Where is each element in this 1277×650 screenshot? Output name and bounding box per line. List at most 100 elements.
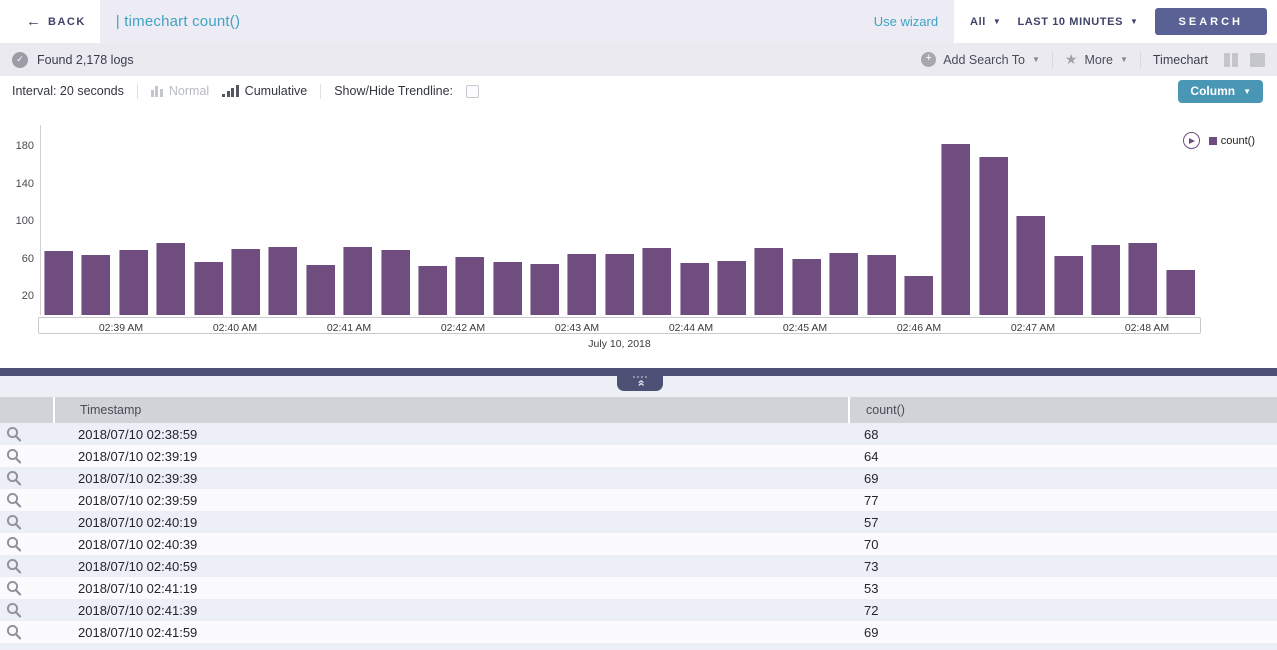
table-row[interactable]: 2018/07/10 02:39:39 69	[0, 467, 1277, 489]
table-row[interactable]: 2018/07/10 02:41:19 53	[0, 577, 1277, 599]
add-search-to-button[interactable]: + Add Search To ▼	[921, 52, 1040, 67]
timechart: 180 140 100 60 20 02:39 AM 02:40 AM 02:41 AM 02…	[0, 106, 1277, 368]
count-cell: 64	[864, 448, 879, 464]
panel-divider: »	[0, 368, 1277, 391]
legend-item[interactable]: count()	[1208, 135, 1255, 147]
timestamp-cell: 2018/07/10 02:39:19	[78, 448, 198, 464]
divider	[320, 83, 322, 99]
table-row[interactable]: 2018/07/10 02:39:19 64	[0, 445, 1277, 467]
inspect-log-button[interactable]	[0, 602, 53, 618]
query-input-box[interactable]: | timechart count() Use wizard	[99, 0, 955, 43]
bar[interactable]	[1090, 245, 1120, 315]
bar[interactable]	[343, 247, 373, 315]
normal-mode-button[interactable]: Normal	[150, 84, 209, 98]
bar[interactable]	[118, 250, 148, 315]
magnifier-icon	[6, 602, 22, 618]
scope-dropdown[interactable]: All ▼	[970, 16, 1001, 28]
bar[interactable]	[829, 253, 859, 315]
bar[interactable]	[268, 247, 298, 315]
table-row[interactable]: 2018/07/10 02:40:19 57	[0, 511, 1277, 533]
chart-type-label: Column	[1190, 84, 1236, 98]
table-row[interactable]: 2018/07/10 02:38:59 68	[0, 423, 1277, 445]
query-input[interactable]: | timechart count()	[115, 13, 241, 30]
y-tick-label: 20	[21, 290, 34, 303]
back-label: BACK	[48, 15, 86, 28]
table-row[interactable]: 2018/07/10 02:41:39 72	[0, 599, 1277, 621]
bar[interactable]	[193, 262, 223, 315]
table-row[interactable]: 2018/07/10 02:39:59 77	[0, 489, 1277, 511]
inspect-log-button[interactable]	[0, 624, 53, 640]
timestamp-cell: 2018/07/10 02:40:19	[78, 514, 198, 530]
bar[interactable]	[81, 255, 111, 315]
x-tick-label: 02:43 AM	[554, 322, 600, 334]
bar-chart-icon	[150, 85, 163, 97]
table-row[interactable]: 2018/07/10 02:41:59 69	[0, 621, 1277, 643]
bar[interactable]	[978, 157, 1008, 315]
bar[interactable]	[417, 266, 447, 315]
cumulative-mode-label: Cumulative	[244, 84, 308, 98]
trendline-label: Show/Hide Trendline:	[334, 84, 454, 98]
bar[interactable]	[1165, 270, 1195, 315]
timestamp-cell: 2018/07/10 02:41:39	[78, 602, 198, 618]
count-cell: 69	[864, 470, 879, 486]
bar[interactable]	[791, 259, 821, 315]
bar[interactable]	[156, 243, 186, 315]
ascending-bars-icon	[222, 85, 239, 97]
bar[interactable]	[380, 250, 410, 315]
count-column-header[interactable]: count()	[850, 397, 1277, 423]
bar[interactable]	[305, 265, 335, 315]
bar[interactable]	[44, 251, 73, 315]
bar[interactable]	[492, 262, 522, 315]
inspect-log-button[interactable]	[0, 426, 53, 442]
success-check-icon: ✓	[12, 51, 28, 68]
divider	[1139, 51, 1141, 68]
inspect-log-button[interactable]	[0, 580, 53, 596]
bar[interactable]	[604, 254, 634, 315]
cumulative-mode-button[interactable]: Cumulative	[222, 84, 307, 98]
collapse-panel-handle[interactable]: »	[617, 376, 663, 391]
drag-dots-icon	[633, 376, 647, 378]
chart-view-toggle-icon[interactable]	[1224, 52, 1238, 67]
y-tick-label: 180	[15, 140, 34, 153]
add-search-to-label: Add Search To	[943, 52, 1025, 67]
back-button[interactable]: ← BACK	[0, 14, 100, 29]
bar[interactable]	[717, 261, 747, 315]
inspect-log-button[interactable]	[0, 558, 53, 574]
play-icon	[1189, 137, 1196, 144]
chart-type-button[interactable]: Column ▼	[1178, 79, 1263, 103]
bar[interactable]	[567, 254, 597, 315]
double-chevron-up-icon: »	[633, 379, 647, 387]
table-header: Timestamp count()	[0, 397, 1277, 423]
bar[interactable]	[230, 249, 260, 315]
bar[interactable]	[754, 248, 784, 315]
search-button[interactable]: SEARCH	[1154, 8, 1267, 35]
inspect-log-button[interactable]	[0, 470, 53, 486]
trendline-checkbox[interactable]	[466, 84, 480, 98]
inspect-log-button[interactable]	[0, 514, 53, 530]
play-button[interactable]	[1182, 132, 1200, 149]
time-range-dropdown[interactable]: LAST 10 MINUTES ▼	[1017, 16, 1138, 28]
inspect-log-button[interactable]	[0, 448, 53, 464]
top-search-bar: ← BACK | timechart count() Use wizard Al…	[0, 0, 1277, 43]
table-row[interactable]: 2018/07/10 02:40:59 73	[0, 555, 1277, 577]
bar[interactable]	[941, 144, 971, 315]
timestamp-cell: 2018/07/10 02:40:59	[78, 558, 198, 574]
table-row[interactable]: 2018/07/10 02:40:39 70	[0, 533, 1277, 555]
table-view-toggle-icon[interactable]	[1250, 52, 1265, 67]
timestamp-cell: 2018/07/10 02:38:59	[78, 426, 198, 442]
count-cell: 68	[864, 426, 879, 442]
bar[interactable]	[1016, 216, 1046, 315]
bar[interactable]	[1053, 256, 1083, 315]
inspect-log-button[interactable]	[0, 536, 53, 552]
bar[interactable]	[903, 276, 933, 315]
inspect-log-button[interactable]	[0, 492, 53, 508]
use-wizard-link[interactable]: Use wizard	[873, 14, 939, 29]
bar[interactable]	[1128, 243, 1158, 315]
bar[interactable]	[866, 255, 896, 315]
bar[interactable]	[679, 263, 709, 315]
bar[interactable]	[642, 248, 672, 315]
bar[interactable]	[530, 264, 560, 315]
more-button[interactable]: ★ More ▼	[1065, 51, 1128, 68]
bar[interactable]	[455, 257, 485, 315]
timestamp-column-header[interactable]: Timestamp	[55, 397, 848, 423]
